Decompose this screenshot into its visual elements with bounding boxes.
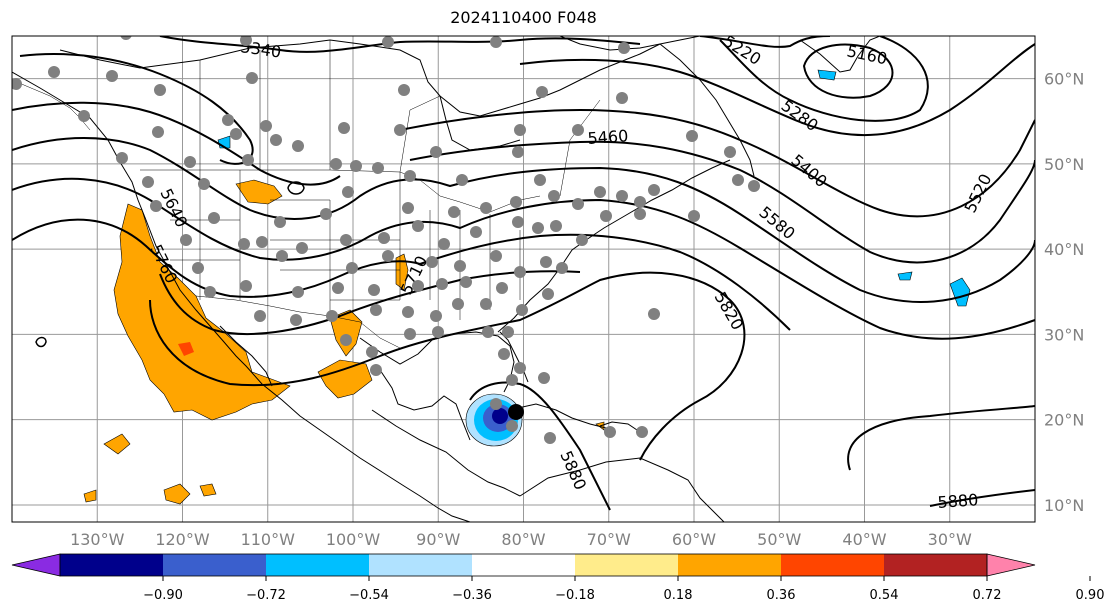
pacific-shade-4 [199, 483, 217, 497]
colorbar-tick-label: −0.54 [349, 588, 389, 603]
west-coast-max-shade [178, 342, 194, 356]
canada-provinces [199, 40, 601, 197]
graticule [12, 36, 1035, 522]
borders [12, 40, 601, 349]
longitude-label: 100°W [326, 530, 381, 549]
colorbar-outline [59, 553, 988, 577]
contour-5160 [802, 43, 894, 99]
map-frame [11, 35, 1036, 523]
contour-5340 [159, 36, 641, 53]
contour-small-ring-1 [287, 181, 305, 195]
colorbar-tick-label: −0.18 [555, 588, 595, 603]
colorbar-box [472, 554, 575, 576]
colorbar-box [678, 554, 781, 576]
longitude-label: 40°W [842, 530, 886, 549]
greenland-negative-shade [817, 69, 837, 81]
colorbar-tick-label: −0.72 [246, 588, 286, 603]
longitude-label: 90°W [416, 530, 460, 549]
longitude-label: 70°W [587, 530, 631, 549]
south-america-coastline [519, 457, 725, 522]
longitude-label: 30°W [928, 530, 972, 549]
map-panel: 5340 5220 5160 5280 5460 5400 5580 5520 … [12, 36, 1035, 522]
contour-label: 5880 [937, 490, 979, 512]
latitude-label: 20°N [1044, 411, 1084, 430]
latitude-labels: 60°N 50°N 40°N 30°N 20°N 10°N [1044, 70, 1084, 515]
contour-5880-atlantic [847, 405, 1035, 507]
height-contours [12, 36, 1035, 511]
us-mexico-border [195, 295, 401, 349]
baja-coastline [219, 325, 273, 387]
mexico-shade [317, 359, 373, 399]
map-title: 2024110400 F048 [450, 8, 597, 27]
longitude-label: 110°W [241, 530, 296, 549]
colorbar-tick-label: −0.90 [143, 588, 183, 603]
alaska-canada-border [12, 79, 91, 131]
latitude-label: 10°N [1044, 496, 1084, 515]
colorbar-tick-label: 0.90 [1076, 588, 1105, 603]
colorbar-tick-label: −0.36 [452, 588, 492, 603]
contour-small-ring-2 [35, 336, 47, 348]
latitude-label: 40°N [1044, 240, 1084, 259]
texas-shade [395, 253, 409, 291]
longitude-label: 80°W [501, 530, 545, 549]
longitude-label: 120°W [155, 530, 210, 549]
colorbar-tick-label: 0.18 [664, 588, 693, 603]
hispaniola-coastline [599, 421, 641, 433]
dakota-shade [235, 179, 283, 205]
contour-5580 [12, 177, 1035, 340]
central-america-coastline [371, 409, 521, 497]
yucatan-coastline [379, 369, 471, 441]
atlantic-negative-shade-2 [897, 271, 913, 281]
contour-5820 [149, 271, 746, 461]
contour-5280 [519, 43, 1035, 137]
colorbar-box [163, 554, 266, 576]
colorbar-box [884, 554, 987, 576]
greenland-coastline [799, 36, 881, 73]
latitude-label: 60°N [1044, 70, 1084, 89]
colorbar-box [781, 554, 884, 576]
contour-5460 [12, 101, 1035, 264]
colorbar-tick-label: 0.36 [767, 588, 796, 603]
longitude-label: 50°W [757, 530, 801, 549]
cuba-coastline [517, 403, 607, 429]
longitude-label: 130°W [70, 530, 125, 549]
latitude-label: 50°N [1044, 155, 1084, 174]
longitude-label: 60°W [672, 530, 716, 549]
colorbar-box [60, 554, 163, 576]
contour-5880-cyclone [469, 381, 611, 511]
station-markers [12, 36, 760, 444]
colorbar-ticks: −0.90 −0.72 −0.54 −0.36 −0.18 0.18 0.36 0.54 0.7… [143, 576, 1104, 603]
cyclone-negative-shade [465, 393, 524, 447]
us-canada-border [140, 169, 541, 213]
labrador-coastline [659, 43, 755, 177]
colorbar-box [575, 554, 678, 576]
hudson-coastline [439, 95, 521, 151]
gulf-coastline [359, 331, 515, 393]
pacific-shade-3 [83, 489, 97, 503]
colorbar-box [369, 554, 472, 576]
longitude-labels: 130°W 120°W 110°W 100°W 90°W 80°W 70°W 60°W 50°W… [70, 530, 972, 549]
colorbar-tick-label: 0.72 [973, 588, 1002, 603]
colorbar-extend-high [986, 553, 1036, 577]
colorbar-extend-low [11, 553, 61, 577]
colorbar [11, 553, 1036, 577]
contour-5220 [699, 36, 929, 122]
west-coast-coastline [12, 71, 471, 522]
east-coast-coastline [497, 159, 731, 333]
colorbar-box [266, 554, 369, 576]
contour-5640 [12, 218, 791, 331]
colorbar-tick-label: 0.54 [870, 588, 899, 603]
baja-shade [329, 309, 363, 357]
contour-label: 5460 [587, 126, 629, 148]
pacific-shade-2 [163, 483, 191, 505]
contour-5760 [159, 270, 581, 335]
pacific-shade-1 [103, 433, 131, 455]
atlantic-negative-shade-1 [949, 277, 971, 307]
latitude-label: 30°N [1044, 325, 1084, 344]
